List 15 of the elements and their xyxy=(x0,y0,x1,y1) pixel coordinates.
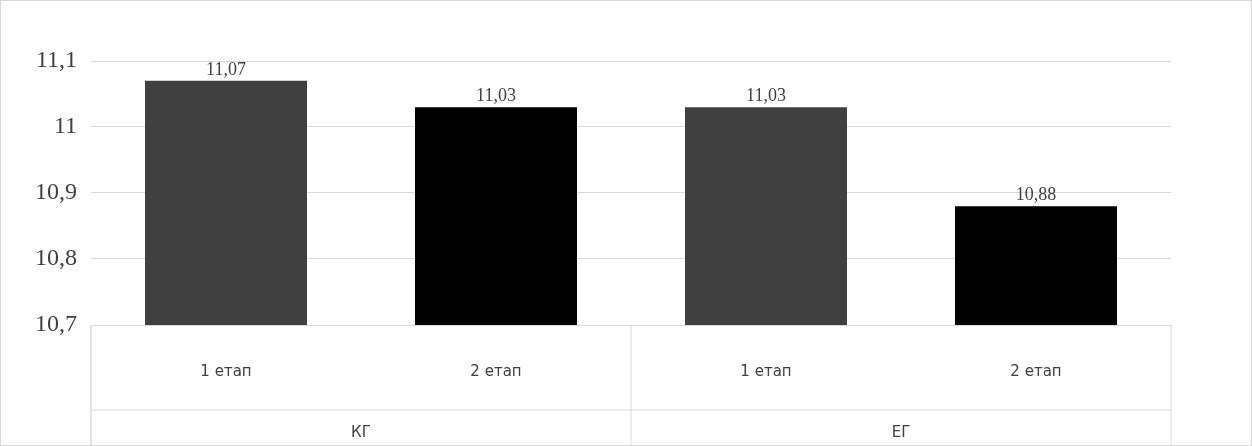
x-tick-label: 2 етап xyxy=(1010,361,1062,380)
y-tick-label: 10,8 xyxy=(35,244,77,271)
y-tick-label: 10,9 xyxy=(35,178,77,205)
data-label: 11,03 xyxy=(476,84,516,105)
y-tick-label: 11,1 xyxy=(35,46,77,73)
x-tick-label: 2 етап xyxy=(470,361,522,380)
data-label: 11,03 xyxy=(746,84,786,105)
x-tick-label: 1 етап xyxy=(740,361,792,380)
text: ЕГ xyxy=(891,422,911,441)
text: КГ xyxy=(351,422,371,441)
x-tick-label: 1 етап xyxy=(200,361,252,380)
y-tick-label: 11 xyxy=(53,112,77,139)
data-label: 11,07 xyxy=(206,58,246,79)
y-tick-label: 10,7 xyxy=(35,310,77,337)
data-label: 10,88 xyxy=(1015,183,1057,204)
